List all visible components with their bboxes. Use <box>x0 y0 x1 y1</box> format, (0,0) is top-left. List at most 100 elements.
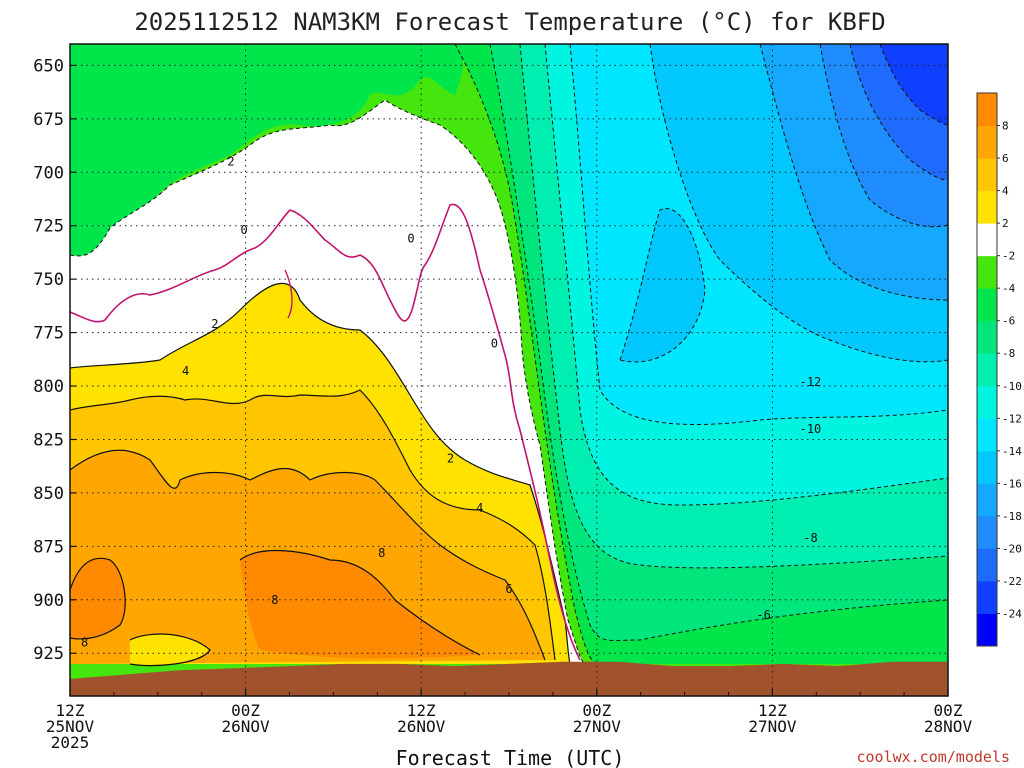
colorbar-swatch <box>977 223 997 257</box>
contour-label: 2 <box>227 155 234 169</box>
contour-minus14 <box>649 44 948 363</box>
x-tick-date: 26NOV <box>222 717 271 736</box>
credit-text: coolwx.com/models <box>856 748 1010 766</box>
contour-minus4 <box>454 44 599 665</box>
colorbar-swatch <box>977 125 997 159</box>
y-tick-label: 675 <box>33 110 64 130</box>
contour-label: -12 <box>800 375 822 389</box>
colorbar-swatch <box>977 353 997 387</box>
contour-label: -10 <box>800 422 822 436</box>
contour-label: 8 <box>271 593 278 607</box>
colorbar-label: -14 <box>1002 445 1022 458</box>
colorbar-swatch <box>977 418 997 452</box>
colorbar: 8 6 4 2 -2 -4 -6 -8 -10 -12 -14 -16 -18 -20 -22 -24 <box>976 92 1022 647</box>
colorbar-label: -22 <box>1002 575 1022 588</box>
fill-warm-pocket <box>130 634 210 666</box>
fill-minus24 <box>880 44 948 125</box>
y-tick-label: 700 <box>33 163 64 183</box>
temperature-field <box>70 44 948 696</box>
y-axis: 650 675 700 725 750 775 800 825 850 875 900 925 <box>33 56 76 664</box>
colorbar-swatch <box>977 385 997 419</box>
x-tick-time: 12Z <box>407 701 436 720</box>
contour-negative <box>70 44 948 665</box>
x-tick-time: 12Z <box>56 701 85 720</box>
colorbar-label: -8 <box>1002 347 1015 360</box>
freezing-line-pocket <box>284 269 293 319</box>
contour-minus14-pocket <box>619 207 706 363</box>
colorbar-swatch <box>977 450 997 484</box>
x-tick-time: 12Z <box>758 701 787 720</box>
colorbar-label: -6 <box>1002 315 1015 328</box>
contour-label: 0 <box>491 336 498 350</box>
fill-plus10 <box>70 550 480 659</box>
contour-label: 0 <box>241 223 248 237</box>
colorbar-swatch <box>977 613 997 647</box>
contour-4 <box>70 389 556 661</box>
colorbar-label: -20 <box>1002 542 1022 555</box>
y-tick-label: 925 <box>33 644 64 664</box>
chart-title: 2025112512 NAM3KM Forecast Temperature (… <box>134 8 885 36</box>
colorbar-frame <box>976 92 998 647</box>
colorbar-label: -10 <box>1002 380 1022 393</box>
y-tick-label: 650 <box>33 56 64 76</box>
contour-minus20 <box>849 44 948 181</box>
freezing-line <box>70 203 581 661</box>
contour-minus12 <box>569 44 948 426</box>
colorbar-swatch <box>977 515 997 549</box>
colorbar-label: 2 <box>1002 217 1009 230</box>
contour-label: 2 <box>211 317 218 331</box>
colorbar-swatch <box>977 580 997 614</box>
colorbar-swatch <box>977 320 997 354</box>
colorbar-swatch <box>977 190 997 224</box>
contour-label: 6 <box>505 582 512 596</box>
y-tick-label: 750 <box>33 270 64 290</box>
colorbar-label: 4 <box>1002 185 1009 198</box>
y-tick-label: 825 <box>33 430 64 450</box>
contour-minus8 <box>519 44 948 569</box>
contour-label: 8 <box>81 636 88 650</box>
y-tick-label: 725 <box>33 217 64 237</box>
colorbar-label: -18 <box>1002 510 1022 523</box>
x-axis: 12Z25NOV202500Z26NOV12Z26NOV00Z27NOV12Z2… <box>46 689 972 752</box>
colorbar-swatch <box>977 288 997 322</box>
colorbar-label: 6 <box>1002 152 1009 165</box>
contour-label: -8 <box>803 531 817 545</box>
contour-minus18 <box>819 44 948 228</box>
x-tick-time: 00Z <box>231 701 260 720</box>
y-tick-label: 775 <box>33 324 64 344</box>
contour-6 <box>70 449 546 661</box>
contour-labels: 2 0 0 0 2 4 2 4 6 8 8 8 -12 -10 -8 -6 <box>81 155 821 650</box>
x-tick-year: 2025 <box>51 733 90 752</box>
contour-label: 4 <box>182 364 189 378</box>
terrain-ground <box>70 661 948 696</box>
y-tick-label: 875 <box>33 537 64 557</box>
fill-minus2 <box>70 44 463 257</box>
y-tick-label: 850 <box>33 484 64 504</box>
colorbar-swatch <box>977 483 997 517</box>
x-tick-time: 00Z <box>934 701 963 720</box>
colorbar-label: -12 <box>1002 412 1022 425</box>
contour-label: 0 <box>407 232 414 246</box>
contour-minus16 <box>759 44 948 301</box>
y-tick-label: 900 <box>33 591 64 611</box>
contour-8b <box>239 550 481 656</box>
colorbar-label: -16 <box>1002 477 1022 490</box>
y-tick-label: 800 <box>33 377 64 397</box>
colorbar-label: -24 <box>1002 607 1022 620</box>
contour-8a <box>70 557 126 640</box>
contour-minus10 <box>544 44 948 506</box>
contour-label: 8 <box>378 546 385 560</box>
contour-8c <box>129 633 211 667</box>
colorbar-label: 8 <box>1002 120 1009 133</box>
contour-label: -6 <box>756 608 770 622</box>
colorbar-swatch <box>977 548 997 582</box>
contour-minus22 <box>879 44 948 126</box>
x-tick-time: 00Z <box>582 701 611 720</box>
contour-label: 4 <box>476 501 483 515</box>
contour-minus2 <box>70 99 586 665</box>
colorbar-label: -2 <box>1002 250 1015 263</box>
contour-lines <box>70 282 571 667</box>
colorbar-swatch <box>977 158 997 192</box>
colorbar-swatch <box>977 93 997 127</box>
